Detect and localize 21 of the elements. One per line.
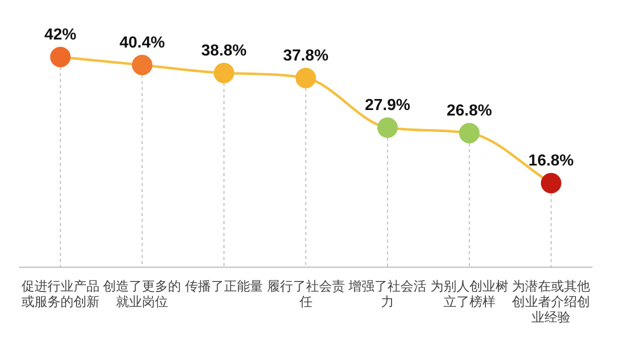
data-label: 38.8% <box>201 42 247 60</box>
x-tick-label: 促进行业产品或服务的创新 <box>21 279 100 310</box>
data-label: 40.4% <box>119 34 165 52</box>
x-tick-label: 创造了更多的就业岗位 <box>103 279 182 310</box>
data-label: 37.8% <box>283 47 328 64</box>
point <box>214 62 234 84</box>
point <box>540 172 562 194</box>
x-tick-label: 传播了正能量 <box>184 279 263 294</box>
point <box>459 122 480 144</box>
x-tick-label: 为别人创业树立了榜样 <box>430 279 508 310</box>
point <box>132 54 152 76</box>
data-label: 16.8% <box>528 152 574 170</box>
data-label: 26.8% <box>446 102 492 120</box>
x-tick-label: 增强了社会活力 <box>348 279 427 310</box>
point <box>377 117 398 138</box>
x-tick-label: 为潜在或其他创业者介绍创业经验 <box>512 279 590 326</box>
x-tick-label: 履行了社会责任 <box>266 279 345 310</box>
data-label: 42% <box>44 26 76 44</box>
point <box>50 46 71 68</box>
point <box>296 68 316 88</box>
data-label: 27.9% <box>364 96 410 114</box>
